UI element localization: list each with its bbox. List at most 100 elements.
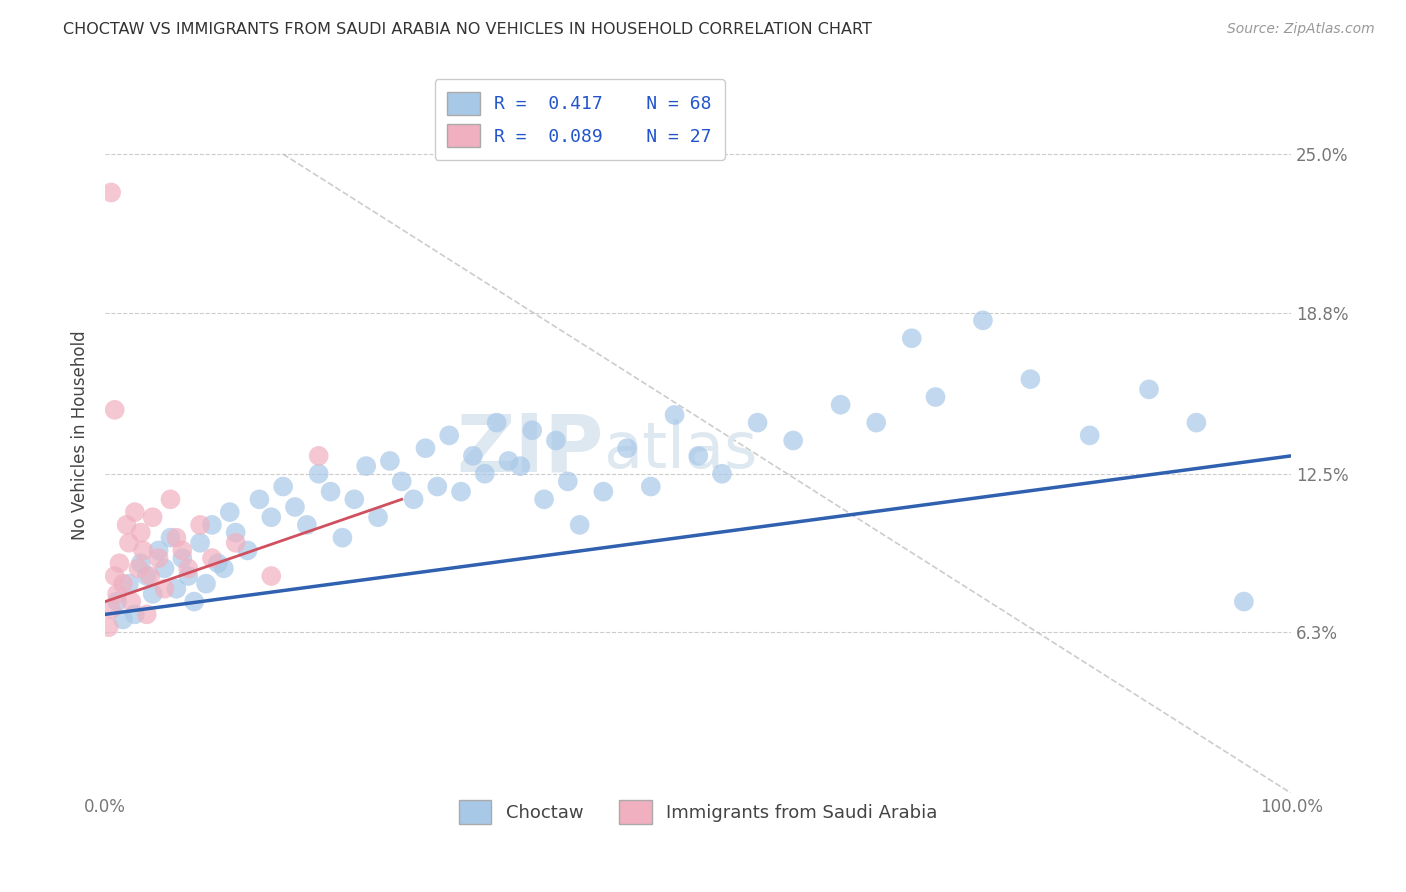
Point — [1233, 594, 1256, 608]
Legend: Choctaw, Immigrants from Saudi Arabia: Choctaw, Immigrants from Saudi Arabia — [449, 789, 949, 834]
Point — [450, 484, 472, 499]
Point — [557, 475, 579, 489]
Point — [437, 428, 460, 442]
Point — [319, 484, 342, 499]
Point — [132, 543, 155, 558]
Point — [592, 484, 614, 499]
Point — [177, 561, 200, 575]
Point — [100, 602, 122, 616]
Point — [616, 441, 638, 455]
Point — [127, 561, 149, 575]
Point — [284, 500, 307, 514]
Point — [172, 543, 194, 558]
Point — [212, 561, 235, 575]
Point — [782, 434, 804, 448]
Point — [485, 416, 508, 430]
Point — [747, 416, 769, 430]
Point — [295, 517, 318, 532]
Point — [343, 492, 366, 507]
Point — [159, 531, 181, 545]
Point — [972, 313, 994, 327]
Point — [415, 441, 437, 455]
Point — [135, 607, 157, 622]
Point — [135, 569, 157, 583]
Point — [165, 531, 187, 545]
Point — [124, 505, 146, 519]
Point — [509, 459, 531, 474]
Point — [105, 587, 128, 601]
Point — [271, 479, 294, 493]
Point — [711, 467, 734, 481]
Point — [111, 612, 134, 626]
Point — [207, 556, 229, 570]
Point — [260, 569, 283, 583]
Point — [105, 594, 128, 608]
Point — [129, 556, 152, 570]
Point — [201, 551, 224, 566]
Point — [354, 459, 377, 474]
Point — [260, 510, 283, 524]
Point — [108, 556, 131, 570]
Point — [177, 569, 200, 583]
Point — [165, 582, 187, 596]
Point — [120, 594, 142, 608]
Text: atlas: atlas — [603, 418, 758, 481]
Point — [153, 561, 176, 575]
Point — [640, 479, 662, 493]
Point — [139, 569, 162, 583]
Point — [522, 423, 544, 437]
Point — [402, 492, 425, 507]
Point — [533, 492, 555, 507]
Point — [1185, 416, 1208, 430]
Point — [426, 479, 449, 493]
Point — [142, 510, 165, 524]
Point — [1137, 383, 1160, 397]
Point — [195, 576, 218, 591]
Point — [924, 390, 946, 404]
Point — [474, 467, 496, 481]
Point — [1078, 428, 1101, 442]
Point — [225, 535, 247, 549]
Point — [188, 517, 211, 532]
Text: Source: ZipAtlas.com: Source: ZipAtlas.com — [1227, 22, 1375, 37]
Text: CHOCTAW VS IMMIGRANTS FROM SAUDI ARABIA NO VEHICLES IN HOUSEHOLD CORRELATION CHA: CHOCTAW VS IMMIGRANTS FROM SAUDI ARABIA … — [63, 22, 872, 37]
Point — [236, 543, 259, 558]
Point — [367, 510, 389, 524]
Point — [308, 449, 330, 463]
Point — [378, 454, 401, 468]
Point — [830, 398, 852, 412]
Point — [865, 416, 887, 430]
Point — [104, 402, 127, 417]
Point — [544, 434, 567, 448]
Point — [172, 551, 194, 566]
Point — [148, 551, 170, 566]
Point — [225, 525, 247, 540]
Point — [183, 594, 205, 608]
Point — [153, 582, 176, 596]
Point — [118, 535, 141, 549]
Point — [124, 607, 146, 622]
Point — [218, 505, 240, 519]
Point — [201, 517, 224, 532]
Point — [664, 408, 686, 422]
Point — [332, 531, 354, 545]
Point — [900, 331, 922, 345]
Point — [104, 569, 127, 583]
Point — [1019, 372, 1042, 386]
Point — [188, 535, 211, 549]
Point — [118, 576, 141, 591]
Point — [461, 449, 484, 463]
Point — [159, 492, 181, 507]
Point — [97, 620, 120, 634]
Point — [568, 517, 591, 532]
Point — [111, 576, 134, 591]
Point — [142, 587, 165, 601]
Point — [498, 454, 520, 468]
Point — [391, 475, 413, 489]
Point — [115, 517, 138, 532]
Point — [688, 449, 710, 463]
Point — [100, 186, 122, 200]
Text: ZIP: ZIP — [456, 410, 603, 489]
Point — [249, 492, 271, 507]
Point — [148, 543, 170, 558]
